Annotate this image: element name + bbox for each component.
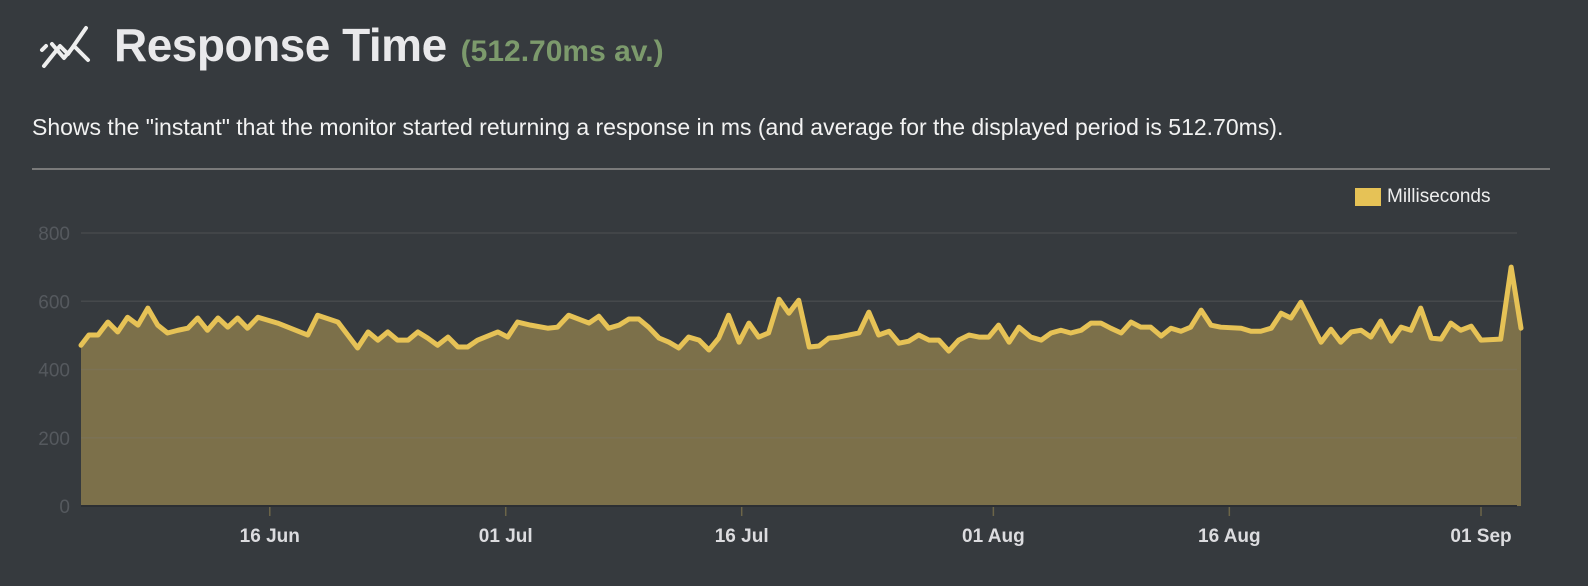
x-tick-label: 01 Aug <box>962 526 1025 547</box>
legend-swatch <box>1355 188 1381 206</box>
page-title: Response Time <box>114 19 447 71</box>
y-tick-label: 400 <box>38 361 70 382</box>
average-badge: (512.70ms av.) <box>460 35 664 68</box>
x-tick-label: 16 Jul <box>715 526 769 547</box>
y-tick-label: 600 <box>38 292 70 313</box>
legend[interactable]: Milliseconds <box>1355 186 1490 208</box>
divider <box>32 168 1550 170</box>
y-tick-label: 200 <box>38 429 70 450</box>
area-fill <box>81 267 1521 506</box>
line-chart-icon <box>40 26 90 68</box>
chart-description: Shows the "instant" that the monitor sta… <box>32 114 1284 140</box>
x-tick-label: 01 Jul <box>479 526 533 547</box>
y-tick-label: 0 <box>59 497 70 518</box>
series-line-milliseconds <box>78 264 1524 354</box>
x-tick-label: 16 Aug <box>1198 526 1261 547</box>
x-tick-label: 01 Sep <box>1450 526 1511 547</box>
legend-label: Milliseconds <box>1387 186 1491 207</box>
x-tick-label: 16 Jun <box>240 526 300 547</box>
chart-header: Response Time (512.70ms av.) <box>38 18 664 72</box>
y-tick-label: 800 <box>38 224 70 245</box>
